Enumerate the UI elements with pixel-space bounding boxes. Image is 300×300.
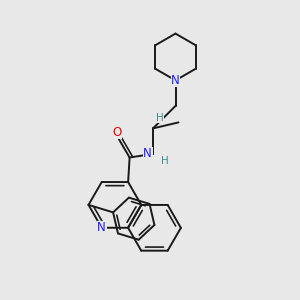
Text: H: H <box>156 113 164 123</box>
Text: O: O <box>112 126 122 139</box>
Text: H: H <box>160 156 168 167</box>
Text: N: N <box>171 74 180 87</box>
Text: N: N <box>97 221 106 234</box>
Text: N: N <box>143 147 152 161</box>
